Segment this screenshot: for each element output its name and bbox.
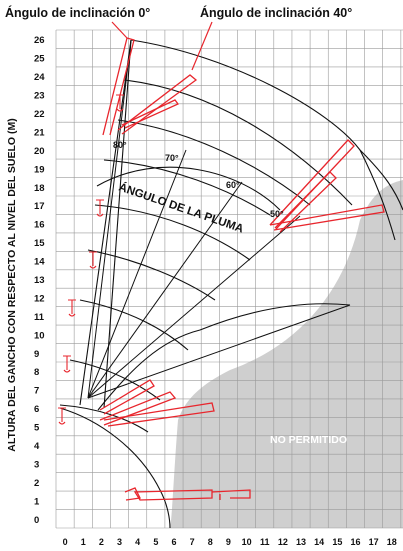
envelope-curve-3 bbox=[117, 119, 311, 206]
y-tick-label: 12 bbox=[34, 293, 45, 304]
tilt-leaders bbox=[111, 21, 213, 71]
boom-position-low-c bbox=[99, 379, 155, 415]
inner-boom-curve bbox=[97, 303, 351, 411]
boom-angle-80: 80° bbox=[113, 140, 127, 150]
boom-angle-70: 70° bbox=[165, 153, 179, 163]
x-tick-label: 1 bbox=[81, 537, 86, 547]
y-tick-label: 10 bbox=[34, 330, 45, 341]
y-tick-label: 9 bbox=[34, 349, 39, 360]
envelope-curve-7 bbox=[79, 299, 189, 351]
x-tick-label: 17 bbox=[369, 537, 379, 547]
envelope-curve-2 bbox=[123, 79, 353, 206]
boom-angle-50: 50° bbox=[270, 209, 284, 219]
x-tick-label: 6 bbox=[171, 537, 176, 547]
boom-fan-left bbox=[103, 39, 132, 409]
y-tick-label: 21 bbox=[34, 127, 45, 138]
x-tick-label: 14 bbox=[314, 537, 324, 547]
lower-reach-curve bbox=[59, 407, 171, 529]
boom-position-70 bbox=[121, 99, 180, 129]
y-tick-label: 17 bbox=[34, 201, 45, 212]
x-tick-label: 5 bbox=[153, 537, 158, 547]
hook-marker bbox=[58, 407, 66, 425]
tilt-0-leader bbox=[111, 21, 128, 39]
envelope-curve-6 bbox=[87, 249, 216, 301]
y-tick-label: 24 bbox=[34, 72, 45, 83]
boom-position-low-b bbox=[103, 402, 215, 427]
y-tick-label: 4 bbox=[34, 441, 40, 452]
y-tick-label: 19 bbox=[34, 164, 45, 175]
not-permitted-label: NO PERMITIDO bbox=[270, 434, 347, 446]
hook-marker bbox=[68, 299, 76, 317]
y-tick-label: 3 bbox=[34, 459, 39, 470]
envelope-right-arc bbox=[359, 149, 396, 241]
y-axis-ticks: 0123456789101112131415161718192021222324… bbox=[34, 35, 45, 526]
boom-position-80-tilt40 bbox=[117, 74, 198, 135]
envelope-curve-5 bbox=[94, 204, 251, 261]
y-tick-label: 11 bbox=[34, 312, 45, 323]
x-tick-label: 3 bbox=[117, 537, 122, 547]
y-tick-label: 23 bbox=[34, 91, 45, 102]
y-tick-label: 6 bbox=[34, 404, 39, 415]
y-tick-label: 25 bbox=[34, 54, 45, 65]
x-tick-label: 8 bbox=[208, 537, 213, 547]
y-tick-label: 13 bbox=[34, 275, 45, 286]
outer-envelope-curve bbox=[130, 39, 403, 211]
boom-position-50-b bbox=[269, 204, 385, 231]
x-tick-label: 2 bbox=[99, 537, 104, 547]
boom-angle-60: 60° bbox=[226, 180, 240, 190]
boom-angle-line bbox=[87, 181, 243, 399]
boom-position-80-tilt0 bbox=[102, 37, 135, 136]
y-tick-label: 14 bbox=[34, 257, 45, 268]
y-tick-label: 16 bbox=[34, 220, 45, 231]
boom-angle-line bbox=[87, 149, 187, 399]
not-permitted-zone bbox=[170, 180, 403, 528]
tilt-40-label: Ángulo de inclinación 40° bbox=[200, 5, 352, 20]
y-tick-label: 7 bbox=[34, 386, 39, 397]
boom-angle-line bbox=[87, 215, 301, 399]
x-tick-label: 0 bbox=[63, 537, 68, 547]
boom-position-ground-2 bbox=[124, 487, 141, 501]
x-tick-label: 18 bbox=[387, 537, 397, 547]
y-tick-label: 20 bbox=[34, 146, 45, 157]
y-tick-label: 22 bbox=[34, 109, 45, 120]
boom-position-ground bbox=[133, 489, 213, 501]
boom-positions bbox=[99, 37, 385, 501]
y-axis-label: ALTURA DEL GANCHO CON RESPECTO AL NIVEL … bbox=[6, 118, 18, 452]
x-tick-label: 4 bbox=[135, 537, 140, 547]
y-tick-label: 15 bbox=[34, 238, 45, 249]
y-tick-label: 2 bbox=[34, 478, 39, 489]
tilt-0-label: Ángulo de inclinación 0° bbox=[5, 5, 150, 20]
y-tick-label: 1 bbox=[34, 496, 40, 507]
tilt-40-leader bbox=[191, 21, 213, 71]
y-tick-label: 5 bbox=[34, 423, 40, 434]
boom-position-low-a bbox=[99, 391, 177, 426]
x-tick-label: 12 bbox=[278, 537, 288, 547]
x-tick-label: 9 bbox=[226, 537, 231, 547]
envelope-curve-8 bbox=[69, 359, 161, 401]
ground-hook bbox=[211, 489, 251, 500]
y-tick-label: 0 bbox=[34, 515, 39, 526]
range-envelope bbox=[59, 39, 403, 529]
y-tick-label: 18 bbox=[34, 183, 45, 194]
hook-marker bbox=[89, 251, 97, 269]
hook-markers bbox=[58, 94, 124, 425]
boom-fan-left-2 bbox=[79, 39, 132, 406]
x-tick-label: 13 bbox=[296, 537, 306, 547]
hook-marker bbox=[96, 199, 104, 217]
hook-marker bbox=[116, 94, 124, 112]
x-tick-label: 16 bbox=[350, 537, 360, 547]
envelope-curve-4 bbox=[103, 159, 271, 216]
boom-position-50-c bbox=[274, 171, 337, 233]
boom-angle-line bbox=[87, 39, 132, 399]
y-tick-label: 26 bbox=[34, 35, 45, 46]
x-tick-label: 15 bbox=[332, 537, 342, 547]
x-tick-label: 10 bbox=[242, 537, 252, 547]
hook-marker bbox=[63, 355, 71, 373]
x-tick-label: 7 bbox=[190, 537, 195, 547]
y-tick-label: 8 bbox=[34, 367, 39, 378]
x-tick-label: 11 bbox=[260, 537, 270, 547]
